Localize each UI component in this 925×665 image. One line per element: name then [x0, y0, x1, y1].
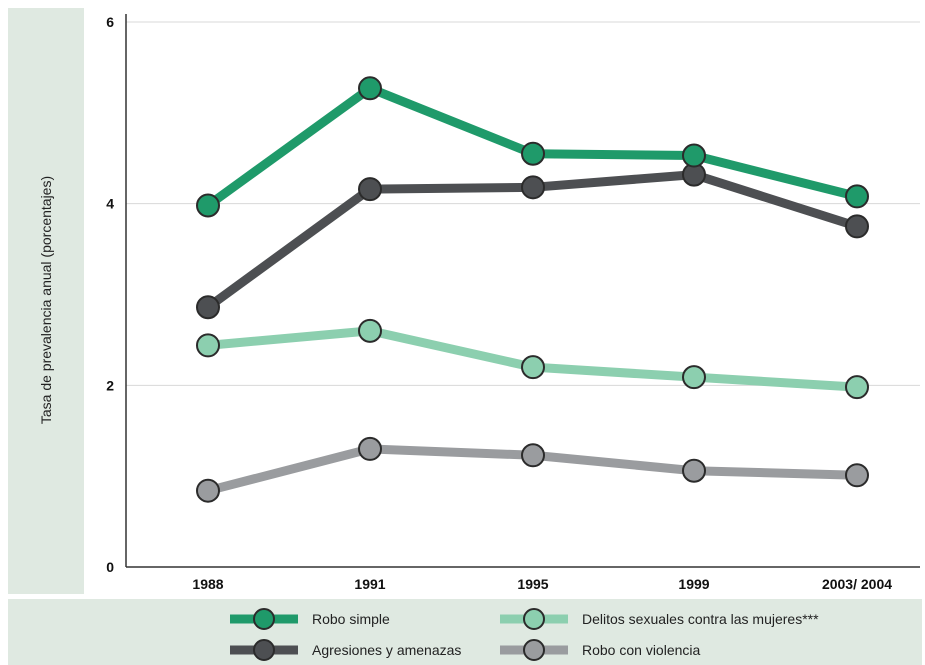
data-point [196, 333, 220, 358]
legend-label: Agresiones y amenazas [312, 642, 462, 658]
legend-item: Robo con violencia [498, 638, 700, 662]
legend-item: Robo simple [228, 607, 390, 631]
data-point [358, 318, 382, 343]
data-point [682, 458, 706, 483]
data-point [521, 355, 545, 380]
data-point [521, 443, 545, 468]
data-point [196, 193, 220, 218]
data-point [845, 375, 869, 400]
legend-label: Robo simple [312, 611, 390, 627]
x-tick-labels: 1988 1991 1995 1999 2003/ 2004 [192, 576, 892, 592]
legend-swatch [230, 639, 298, 661]
legend-swatch [500, 639, 568, 661]
data-point [682, 365, 706, 390]
legend-item: Delitos sexuales contra las mujeres*** [498, 607, 819, 631]
y-tick-label: 0 [106, 559, 114, 575]
data-point [521, 175, 545, 200]
data-point [358, 76, 382, 101]
line-chart: 0 2 4 6 1988 1991 1995 1999 2003/ 2004 [106, 14, 920, 592]
data-point [845, 184, 869, 209]
x-tick-label: 2003/ 2004 [822, 576, 892, 592]
data-point [358, 436, 382, 461]
series-robo-simple [196, 76, 869, 218]
data-point [682, 143, 706, 168]
y-tick-label: 6 [106, 14, 114, 30]
data-point [845, 463, 869, 488]
x-tick-label: 1991 [354, 576, 385, 592]
x-tick-label: 1999 [678, 576, 709, 592]
legend-swatch [500, 608, 568, 630]
data-point [196, 478, 220, 503]
legend-swatch [230, 608, 298, 630]
y-tick-label: 2 [106, 377, 114, 393]
legend-label: Robo con violencia [582, 642, 701, 658]
series-robo-con-violencia [196, 436, 869, 503]
legend: Robo simple Agresiones y amenazas Delitos … [8, 599, 922, 665]
legend-label: Delitos sexuales contra las mujeres*** [582, 611, 819, 627]
data-point [196, 295, 220, 320]
data-series [196, 76, 869, 503]
y-axis-label-panel [8, 8, 84, 594]
x-tick-label: 1988 [192, 576, 223, 592]
legend-item: Agresiones y amenazas [228, 638, 461, 662]
data-point [845, 214, 869, 239]
series-agresiones-y-amenazas [196, 162, 869, 320]
series-delitos-sexuales-contra-las-mujeres [196, 318, 869, 400]
y-tick-labels: 0 2 4 6 [106, 14, 114, 575]
x-tick-label: 1995 [517, 576, 548, 592]
gridlines [126, 21, 920, 386]
data-point [358, 177, 382, 202]
data-point [521, 141, 545, 166]
y-tick-label: 4 [106, 196, 114, 212]
axes [125, 14, 920, 568]
